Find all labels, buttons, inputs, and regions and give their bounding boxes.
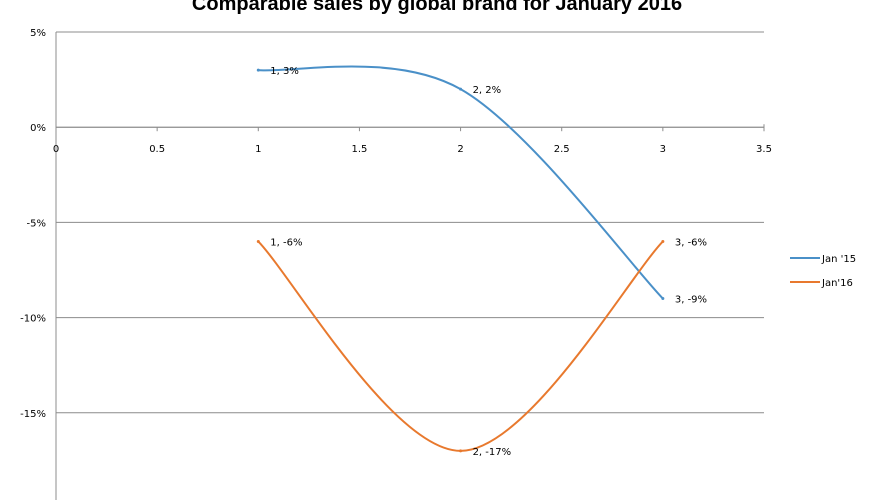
- data-label: 2, -17%: [473, 447, 512, 458]
- chart-title: Comparable sales by global brand for Jan…: [192, 0, 682, 15]
- axes: 5% 0% -5% -10% -15% 0 0.5 1 1.5 2 2.5 3 3.5: [20, 28, 772, 500]
- data-point: [661, 239, 665, 243]
- legend: Jan '15 Jan'16: [790, 254, 856, 289]
- data-label: 1, -6%: [270, 237, 302, 248]
- data-point: [459, 449, 463, 453]
- y-tick-label: -10%: [20, 314, 46, 325]
- data-point: [661, 297, 665, 301]
- x-tick-label: 3: [660, 144, 666, 155]
- series-line-1: [258, 65, 664, 300]
- data-label: 3, -9%: [675, 295, 707, 306]
- legend-entry: Jan '15: [821, 254, 856, 265]
- series-layer: [256, 65, 665, 453]
- y-tick-label: -15%: [20, 409, 46, 420]
- x-tick-label: 2: [457, 144, 463, 155]
- x-tick-label: 0.5: [149, 144, 165, 155]
- data-label: 3, -6%: [675, 237, 707, 248]
- gridlines: [56, 31, 764, 414]
- data-point: [256, 68, 260, 72]
- data-label: 1, 3%: [270, 66, 299, 77]
- x-tick-label: 0: [53, 144, 59, 155]
- data-point: [256, 239, 260, 243]
- series-line-2: [257, 240, 664, 452]
- legend-entry: Jan'16: [821, 278, 853, 289]
- x-tick-label: 3.5: [756, 144, 772, 155]
- data-point: [459, 87, 463, 91]
- y-tick-label: -5%: [27, 218, 46, 229]
- data-label: 2, 2%: [473, 85, 502, 96]
- x-tick-label: 1: [255, 144, 261, 155]
- x-tick-label: 1.5: [351, 144, 367, 155]
- x-tick-label: 2.5: [554, 144, 570, 155]
- y-tick-label: 0%: [30, 123, 46, 134]
- data-labels: 1, 3% 2, 2% 3, -9% 1, -6% 2, -17% 3, -6%: [270, 66, 707, 458]
- y-tick-label: 5%: [30, 28, 46, 39]
